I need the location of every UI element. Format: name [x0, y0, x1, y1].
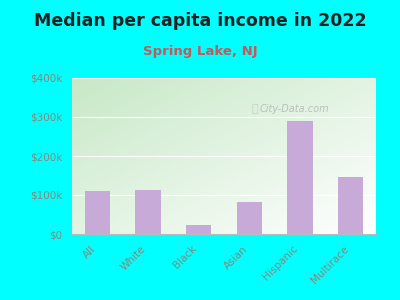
Bar [287, 121, 313, 234]
Text: City-Data.com: City-Data.com [259, 104, 329, 114]
Text: ⓘ: ⓘ [251, 104, 258, 114]
Text: Spring Lake, NJ: Spring Lake, NJ [143, 44, 257, 58]
Bar [237, 202, 262, 234]
Bar [186, 225, 211, 234]
Text: Median per capita income in 2022: Median per capita income in 2022 [34, 12, 366, 30]
Bar [338, 177, 363, 234]
Bar [85, 191, 110, 234]
Bar [135, 190, 161, 234]
